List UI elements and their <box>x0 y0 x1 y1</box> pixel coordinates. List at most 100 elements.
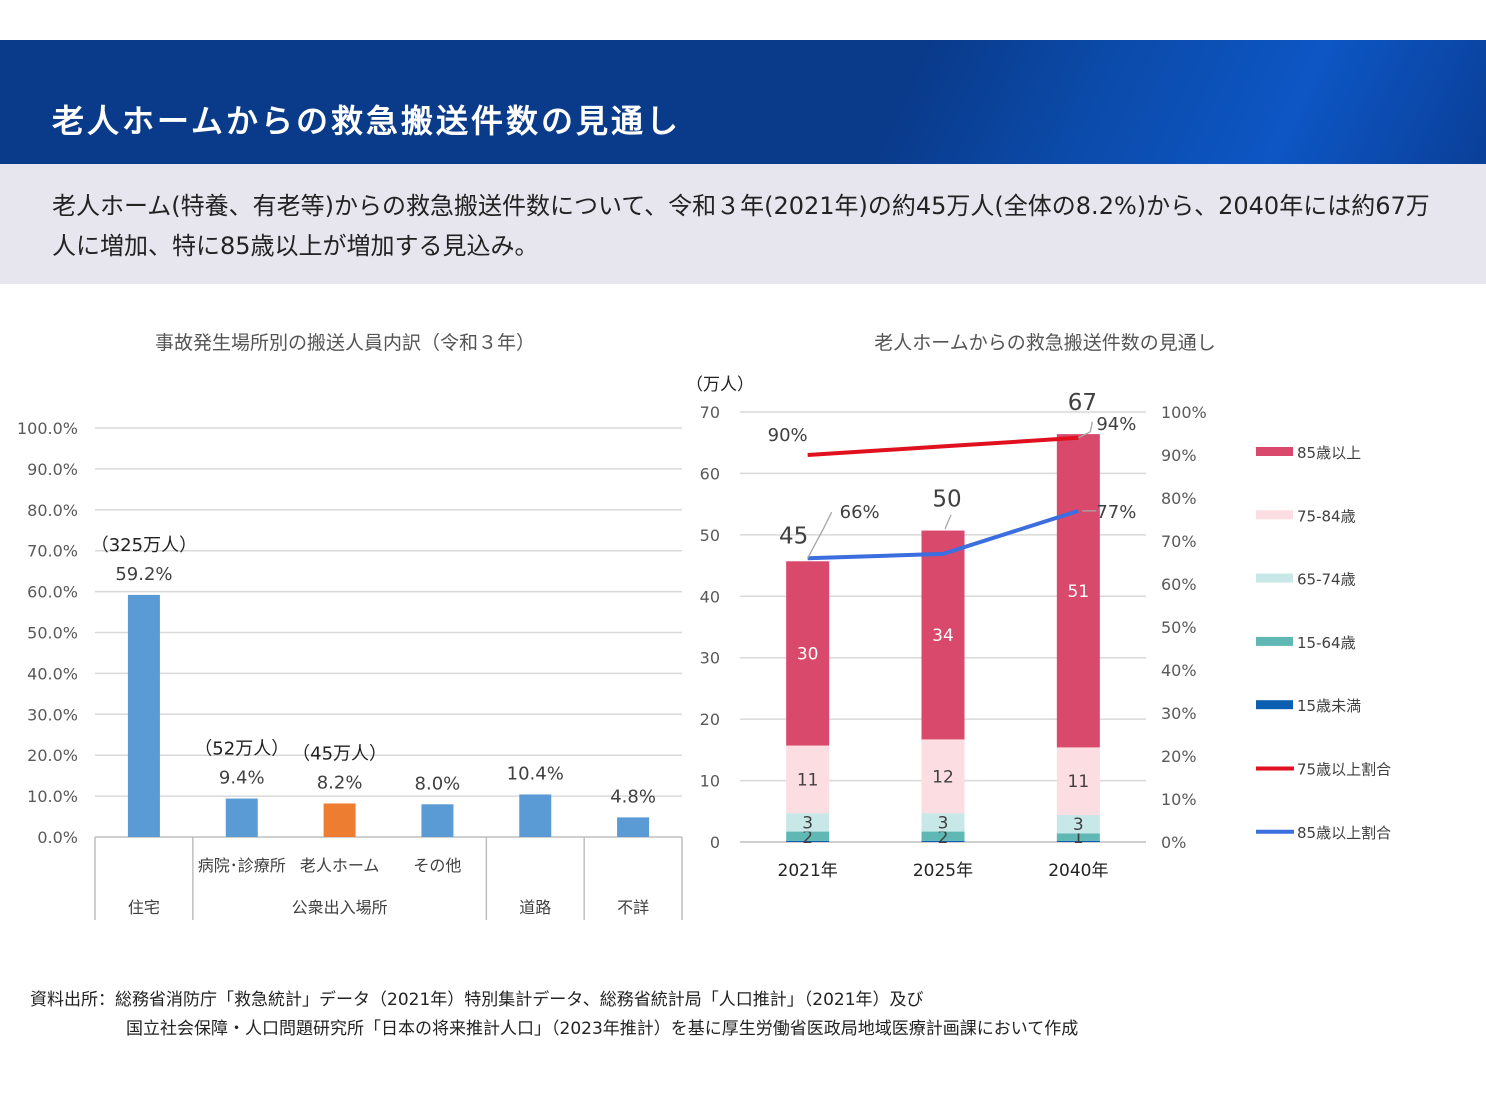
summary-text: 老人ホーム(特養、有老等)からの救急搬送件数について、令和３年(2021年)の約… <box>52 192 1430 260</box>
chart2-line-label: 66% <box>840 502 880 523</box>
chart1-ytick: 50.0% <box>27 624 78 643</box>
chart1-bar <box>519 794 552 837</box>
chart2-ytick: 40 <box>700 587 720 606</box>
chart1-category-label: その他 <box>413 856 461 875</box>
source-line-2: 国立社会保障・人口問題研究所「日本の将来推計人口」（2023年推計）を基に厚生労… <box>126 1019 1079 1039</box>
legend-swatch <box>1256 510 1293 520</box>
chart2-category-label: 2025年 <box>913 861 973 881</box>
chart1-value-label: 59.2% <box>115 564 172 585</box>
chart2-bar-segment <box>786 745 830 814</box>
chart1-ytick: 30.0% <box>27 705 78 724</box>
chart1-title: 事故発生場所別の搬送人員内訳（令和３年） <box>155 332 535 354</box>
chart2-bar-segment <box>1056 747 1100 815</box>
chart2-total-label: 67 <box>1068 390 1097 416</box>
chart1-ytick: 10.0% <box>27 787 78 806</box>
chart1-bar <box>617 817 650 837</box>
chart2-line-label: 90% <box>768 425 808 446</box>
chart1-ytick: 0.0% <box>37 828 78 847</box>
chart2-ytick: 70 <box>700 403 720 422</box>
chart2-segment-label: 3 <box>938 813 949 833</box>
chart2-bar-segment <box>921 813 965 832</box>
chart1-ytick: 90.0% <box>27 460 78 479</box>
chart1-category-label: 病院･診療所 <box>198 856 286 875</box>
chart1-value-label: 4.8% <box>610 786 656 807</box>
chart2-bar-segment <box>1056 840 1100 842</box>
chart2-category-label: 2040年 <box>1048 861 1108 881</box>
legend-label: 15-64歳 <box>1297 634 1356 652</box>
chart1-count-label: （45万人） <box>292 743 387 764</box>
chart1-ytick: 40.0% <box>27 664 78 683</box>
chart2-segment-label: 2 <box>938 828 949 848</box>
chart2-bar-segment <box>921 831 965 841</box>
chart1-value-label: 8.0% <box>415 773 461 794</box>
chart2-y2tick: 90% <box>1161 446 1197 465</box>
chart2-segment-label: 11 <box>1068 772 1090 792</box>
chart1-category-label: 老人ホーム <box>300 856 380 875</box>
chart1-group-label: 不詳 <box>617 898 649 917</box>
chart1-count-label: （325万人） <box>91 535 197 556</box>
charts-area: 事故発生場所別の搬送人員内訳（令和３年） 0.0% 10.0% 20.0% 30.0% 4… <box>17 332 1391 920</box>
chart2-ytick: 60 <box>700 464 720 483</box>
chart1-value-label: 10.4% <box>507 763 564 784</box>
chart1-group-label: 住宅 <box>128 898 160 917</box>
chart2-ylabel: （万人） <box>686 375 754 395</box>
chart2-segment-label: 51 <box>1068 582 1090 602</box>
chart1-value-label: 8.2% <box>317 772 363 793</box>
chart2-y2tick: 20% <box>1161 747 1197 766</box>
chart2-leader-line <box>1078 421 1093 439</box>
chart2-bar-segment <box>1056 434 1100 748</box>
chart2-segment-label: 3 <box>802 813 813 833</box>
chart2-ytick: 0 <box>710 833 720 852</box>
legend-swatch <box>1256 700 1293 710</box>
chart2-bar-segment <box>786 561 830 746</box>
source-note: 資料出所：総務省消防庁「救急統計」データ（2021年）特別集計データ、総務省統計… <box>30 986 1078 1044</box>
chart1-bar <box>323 803 356 837</box>
chart2-bar-segment <box>1056 814 1100 834</box>
chart2-ytick: 10 <box>700 772 720 791</box>
chart2-line-label: 94% <box>1096 414 1136 435</box>
chart2-bar-segment <box>786 840 830 842</box>
source-line-1: 資料出所：総務省消防庁「救急統計」データ（2021年）特別集計データ、総務省統計… <box>30 990 924 1010</box>
chart2-y2tick: 50% <box>1161 618 1197 637</box>
legend-label: 65-74歳 <box>1297 571 1356 589</box>
chart2-segment-label: 34 <box>932 626 954 646</box>
chart2-segment-label: 11 <box>797 770 819 790</box>
chart2-bar-segment <box>1056 833 1100 841</box>
chart1-ytick: 20.0% <box>27 746 78 765</box>
chart2-leader-line <box>807 511 833 559</box>
chart1-bar <box>127 594 160 837</box>
legend-label: 85歳以上割合 <box>1297 824 1391 842</box>
chart2-line-85plus <box>807 508 1079 561</box>
legend-swatch <box>1256 573 1293 583</box>
chart1-ytick: 80.0% <box>27 501 78 520</box>
chart2-segment-label: 12 <box>932 767 954 787</box>
legend-label: 85歳以上 <box>1297 444 1361 462</box>
chart2-y2tick: 0% <box>1161 833 1186 852</box>
chart1-value-label: 9.4% <box>219 768 265 789</box>
chart2-bar-segment <box>786 831 830 841</box>
chart2-total-label: 50 <box>932 487 961 513</box>
chart2-bar-segment <box>921 530 965 740</box>
chart2-y2tick: 40% <box>1161 661 1197 680</box>
legend-label: 75歳以上割合 <box>1297 761 1391 779</box>
chart2-bar-segment <box>786 813 830 832</box>
chart2-ytick: 20 <box>700 710 720 729</box>
chart2-line-label: 77% <box>1096 502 1136 523</box>
page-title: 老人ホームからの救急搬送件数の見通し <box>52 102 682 140</box>
summary-box: 老人ホーム(特養、有老等)からの救急搬送件数について、令和３年(2021年)の約… <box>0 164 1486 284</box>
chart2-y2tick: 80% <box>1161 489 1197 508</box>
chart2-category-label: 2021年 <box>778 861 838 881</box>
chart1-ytick: 60.0% <box>27 583 78 602</box>
chart2-y2tick: 10% <box>1161 790 1197 809</box>
chart2-ytick: 50 <box>700 526 720 545</box>
page-header: 老人ホームからの救急搬送件数の見通し <box>0 40 1486 164</box>
chart2-segment-label: 1 <box>1073 828 1084 848</box>
chart2-bar-segment <box>921 739 965 814</box>
chart1-ytick: 70.0% <box>27 542 78 561</box>
chart1-bar <box>421 804 454 837</box>
legend-swatch <box>1256 447 1293 456</box>
chart2-leader-line <box>944 514 952 530</box>
chart2-title: 老人ホームからの救急搬送件数の見通し <box>874 332 1215 354</box>
legend-label: 15歳未満 <box>1297 697 1361 715</box>
chart2-y2tick: 100% <box>1161 403 1207 422</box>
